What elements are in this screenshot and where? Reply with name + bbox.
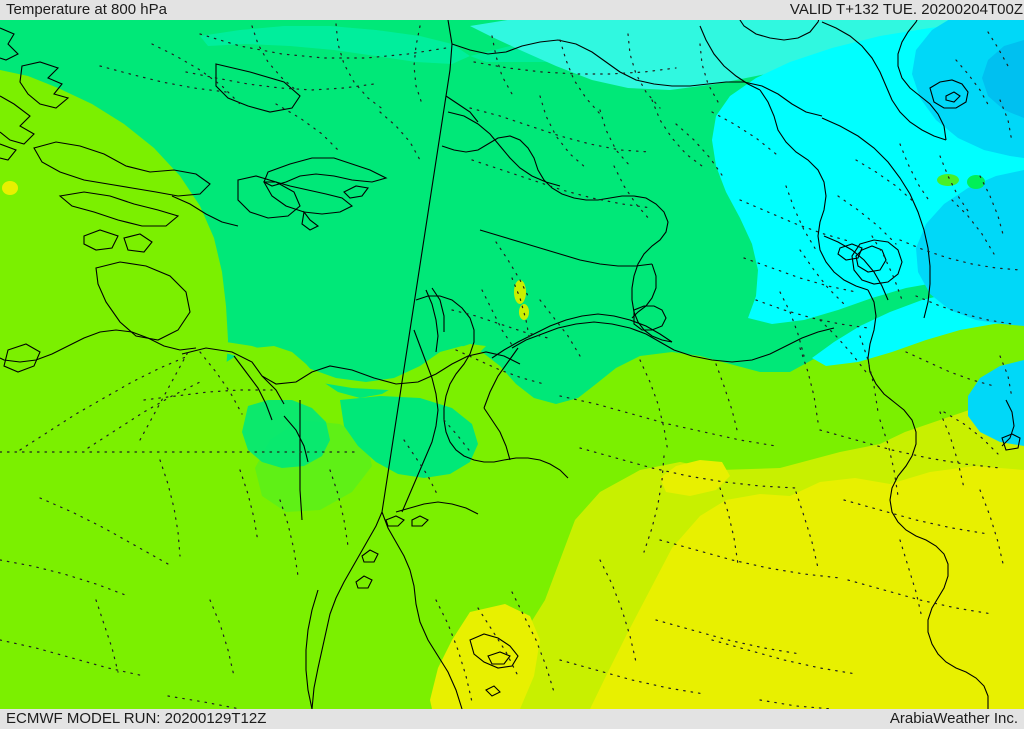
coastline-group [0,0,1021,710]
mountain-patch-4 [519,304,529,320]
footer-bar: ECMWF MODEL RUN: 20200129T12Z ArabiaWeat… [0,709,1024,729]
mountain-patch-5 [2,181,18,195]
mountain-patch-1 [937,174,959,186]
band-green-egypt-tongue [222,342,486,390]
model-run-label: ECMWF MODEL RUN: 20200129T12Z [6,710,267,727]
header-bar: Temperature at 800 hPa VALID T+132 TUE. … [0,0,1024,20]
band-spring-green-sinai-tongue [242,400,330,468]
band-yellow-patch-red-sea [430,604,540,709]
band-cyan-deep-ne2 [916,170,1024,326]
band-cyan-deeper-corner [982,40,1024,118]
mountain-patch-2 [967,175,985,189]
mountain-patch-6 [353,547,367,557]
band-yellow [590,466,1024,709]
band-teal-green [200,26,470,64]
band-cyan-light [470,0,1024,90]
page-title: Temperature at 800 hPa [6,1,167,18]
band-yellow-patch-south [660,460,730,496]
valid-time-label: VALID T+132 TUE. 20200204T00Z [789,1,1023,18]
band-cyan-deep-east [968,360,1024,446]
admin-boundary-group [0,23,1021,710]
attribution-label: ArabiaWeather Inc. [889,710,1018,727]
mountain-patch-3 [514,280,526,304]
